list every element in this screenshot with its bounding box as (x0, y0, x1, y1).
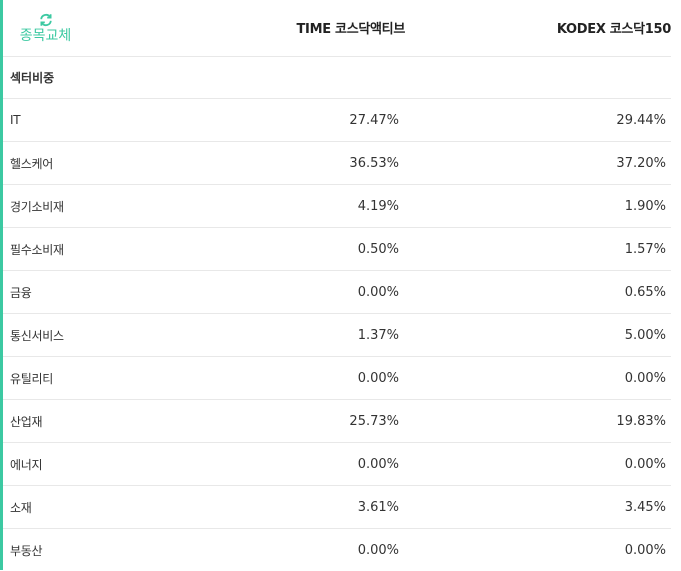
fund-a-weight: 3.61% (357, 499, 399, 515)
fund-b-weight: 29.44% (616, 112, 666, 128)
table-row: 통신서비스 1.37% 5.00% (3, 314, 671, 357)
sector-name: 유틸리티 (10, 371, 53, 386)
sector-name: 산업재 (10, 414, 43, 429)
sector-name: 필수소비재 (10, 242, 64, 257)
fund-a-weight: 25.73% (349, 413, 399, 429)
sector-name: 에너지 (10, 457, 43, 472)
sector-name: 소재 (10, 500, 32, 515)
table-row: 경기소비재 4.19% 1.90% (3, 185, 671, 228)
fund-a-weight: 0.00% (357, 370, 399, 386)
table-row: 에너지 0.00% 0.00% (3, 443, 671, 486)
sector-name: 헬스케어 (10, 156, 53, 171)
table-row: 소재 3.61% 3.45% (3, 486, 671, 529)
table-row: 헬스케어 36.53% 37.20% (3, 142, 671, 185)
table-row: IT 27.47% 29.44% (3, 99, 671, 142)
swap-stock-label: 종목교체 (19, 27, 72, 44)
table-row: 부동산 0.00% 0.00% (3, 529, 671, 571)
fund-b-weight: 19.83% (616, 413, 666, 429)
section-title: 섹터비중 (3, 57, 671, 99)
accent-bar (0, 0, 3, 570)
column-header-fund-a: TIME 코스닥액티브 (296, 21, 405, 37)
table-row: 금융 0.00% 0.65% (3, 271, 671, 314)
column-header-fund-b: KODEX 코스닥150 (556, 21, 671, 37)
fund-a-weight: 1.37% (357, 327, 399, 343)
sector-weight-table: 종목교체 TIME 코스닥액티브 KODEX 코스닥150 섹터비중 IT 27.… (3, 0, 671, 571)
sector-name: 경기소비재 (10, 199, 64, 214)
fund-b-weight: 0.00% (624, 370, 666, 386)
sector-name: 금융 (10, 285, 32, 300)
swap-stock-button[interactable]: 종목교체 (3, 0, 88, 56)
sector-name: 부동산 (10, 543, 43, 558)
fund-a-weight: 0.50% (357, 241, 399, 257)
fund-a-weight: 0.00% (357, 456, 399, 472)
fund-a-weight: 4.19% (357, 198, 399, 214)
fund-a-weight: 36.53% (349, 155, 399, 171)
table-row: 산업재 25.73% 19.83% (3, 400, 671, 443)
refresh-icon (39, 13, 53, 27)
sector-name: IT (10, 113, 21, 127)
fund-b-weight: 1.90% (624, 198, 666, 214)
table-row: 유틸리티 0.00% 0.00% (3, 357, 671, 400)
table-body: IT 27.47% 29.44% 헬스케어 36.53% 37.20% 경기소비재 4.19%… (3, 99, 671, 571)
fund-b-weight: 5.00% (624, 327, 666, 343)
fund-b-weight: 0.00% (624, 456, 666, 472)
sector-name: 통신서비스 (10, 328, 64, 343)
fund-b-weight: 0.00% (624, 542, 666, 558)
fund-b-weight: 3.45% (624, 499, 666, 515)
fund-a-weight: 0.00% (357, 284, 399, 300)
table-header: 종목교체 TIME 코스닥액티브 KODEX 코스닥150 (3, 0, 671, 57)
table-row: 필수소비재 0.50% 1.57% (3, 228, 671, 271)
fund-a-weight: 27.47% (349, 112, 399, 128)
fund-b-weight: 0.65% (624, 284, 666, 300)
fund-b-weight: 1.57% (624, 241, 666, 257)
fund-b-weight: 37.20% (616, 155, 666, 171)
fund-a-weight: 0.00% (357, 542, 399, 558)
